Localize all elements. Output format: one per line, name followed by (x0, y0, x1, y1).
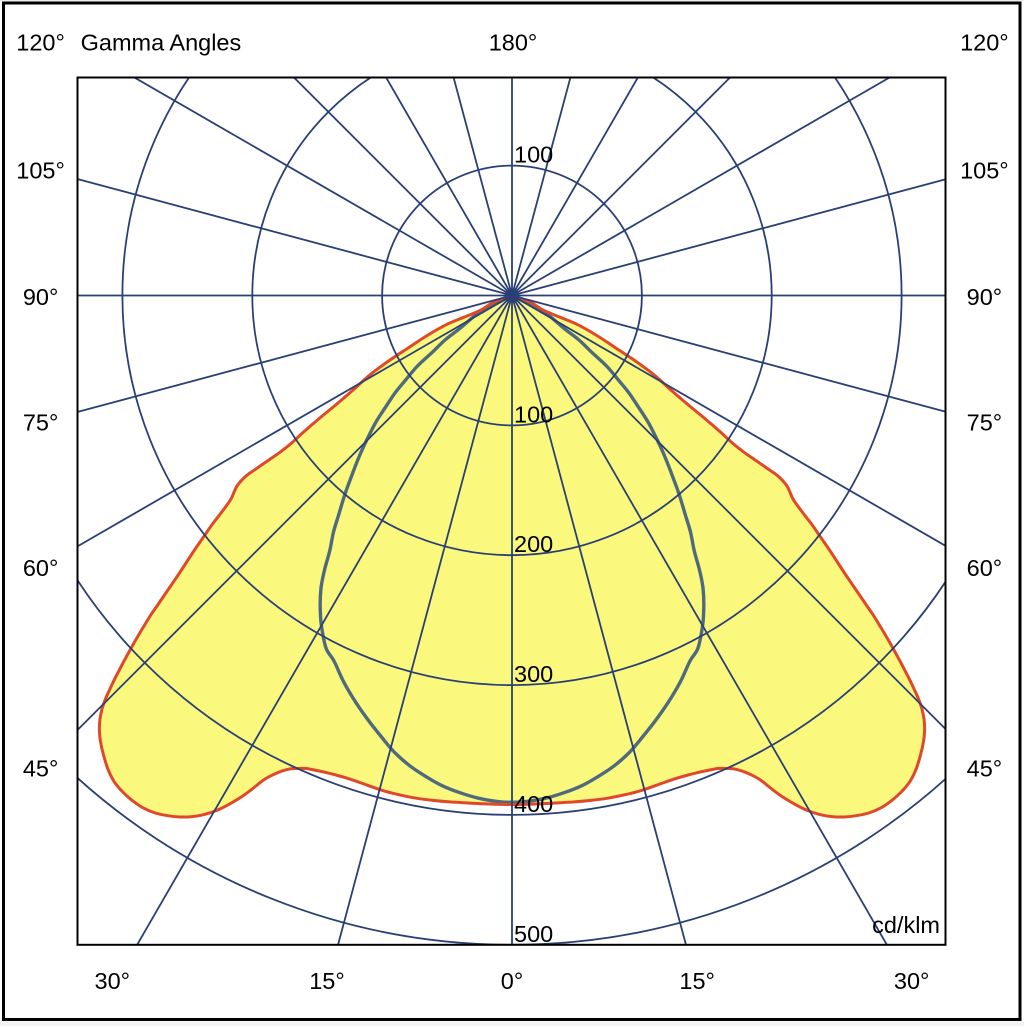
svg-text:100: 100 (514, 401, 553, 427)
svg-text:105°: 105° (960, 158, 1009, 184)
svg-text:300: 300 (514, 661, 553, 687)
svg-text:120°: 120° (16, 29, 65, 55)
svg-text:200: 200 (514, 531, 553, 557)
svg-text:60°: 60° (967, 555, 1003, 581)
svg-text:0°: 0° (501, 968, 523, 994)
svg-text:60°: 60° (23, 555, 59, 581)
svg-text:75°: 75° (23, 410, 59, 436)
svg-text:400: 400 (514, 791, 553, 817)
svg-text:100: 100 (514, 142, 553, 168)
svg-text:15°: 15° (679, 968, 715, 994)
svg-text:180°: 180° (489, 29, 538, 55)
svg-text:75°: 75° (967, 410, 1003, 436)
svg-text:30°: 30° (95, 968, 131, 994)
svg-text:500: 500 (514, 921, 553, 947)
svg-text:105°: 105° (16, 158, 65, 184)
svg-text:90°: 90° (967, 284, 1003, 310)
svg-text:Gamma Angles: Gamma Angles (81, 29, 242, 55)
svg-text:15°: 15° (309, 968, 345, 994)
svg-text:45°: 45° (23, 756, 59, 782)
svg-text:120°: 120° (960, 29, 1009, 55)
svg-text:30°: 30° (894, 968, 930, 994)
svg-text:45°: 45° (967, 756, 1003, 782)
svg-text:90°: 90° (23, 284, 59, 310)
svg-text:cd/klm: cd/klm (872, 912, 940, 938)
